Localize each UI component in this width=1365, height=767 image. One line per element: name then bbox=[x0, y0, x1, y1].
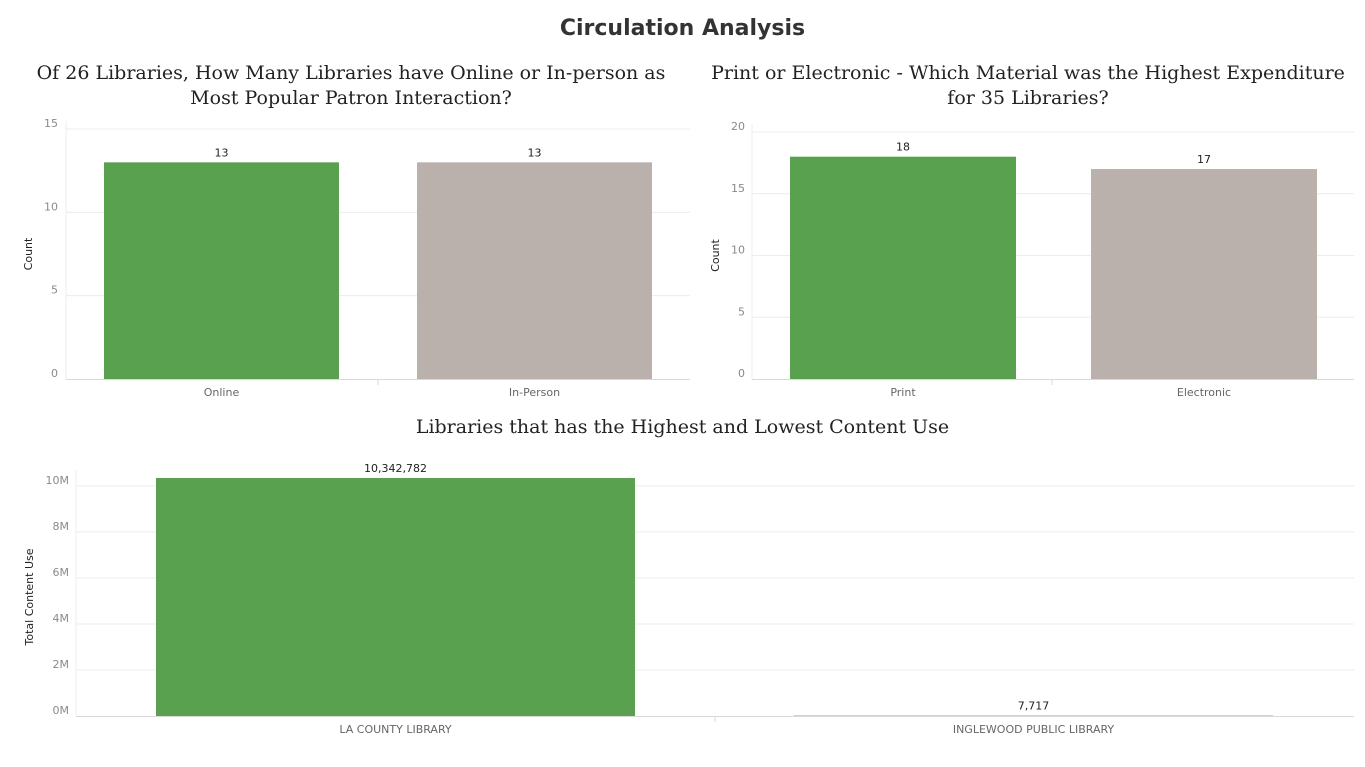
data-label: 17 bbox=[1197, 153, 1211, 166]
y-tick-label: 5 bbox=[51, 284, 58, 297]
x-category-label: INGLEWOOD PUBLIC LIBRARY bbox=[953, 723, 1115, 736]
y-tick-label: 5 bbox=[738, 305, 745, 318]
x-category-label: LA COUNTY LIBRARY bbox=[339, 723, 452, 736]
y-tick-label: 15 bbox=[731, 182, 745, 195]
y-tick-label: 10 bbox=[731, 244, 745, 257]
bar bbox=[156, 478, 635, 716]
chart-1-title: Of 26 Libraries, How Many Libraries have… bbox=[36, 62, 666, 109]
data-label: 13 bbox=[215, 146, 229, 159]
data-label: 18 bbox=[896, 141, 910, 154]
bar bbox=[790, 156, 1016, 379]
x-category-label: In-Person bbox=[509, 386, 560, 399]
y-tick-label: 10 bbox=[44, 200, 58, 213]
data-label: 13 bbox=[528, 146, 542, 159]
y-tick-label: 15 bbox=[44, 117, 58, 130]
x-category-label: Print bbox=[890, 386, 916, 399]
y-tick-label: 8M bbox=[53, 520, 70, 533]
x-category-label: Online bbox=[204, 386, 240, 399]
bar bbox=[1091, 169, 1317, 379]
bar bbox=[417, 162, 652, 379]
y-axis-label: Total Content Use bbox=[23, 548, 36, 646]
chart-2-title: Print or Electronic - Which Material was… bbox=[711, 62, 1345, 109]
dashboard-title: Circulation Analysis bbox=[559, 16, 806, 41]
y-tick-label: 0M bbox=[53, 704, 70, 717]
y-tick-label: 4M bbox=[53, 612, 70, 625]
data-label: 10,342,782 bbox=[364, 462, 427, 475]
y-tick-label: 0 bbox=[51, 367, 58, 380]
data-label: 7,717 bbox=[1018, 699, 1050, 712]
y-tick-label: 2M bbox=[53, 658, 70, 671]
y-tick-label: 0 bbox=[738, 367, 745, 380]
y-tick-label: 10M bbox=[46, 474, 70, 487]
y-tick-label: 20 bbox=[731, 120, 745, 133]
y-axis-label: Count bbox=[22, 237, 35, 270]
y-tick-label: 6M bbox=[53, 566, 70, 579]
x-category-label: Electronic bbox=[1177, 386, 1231, 399]
bar bbox=[104, 162, 339, 379]
chart-3-title: Libraries that has the Highest and Lowes… bbox=[415, 416, 950, 438]
bar bbox=[794, 715, 1273, 716]
y-axis-label: Count bbox=[709, 238, 722, 271]
